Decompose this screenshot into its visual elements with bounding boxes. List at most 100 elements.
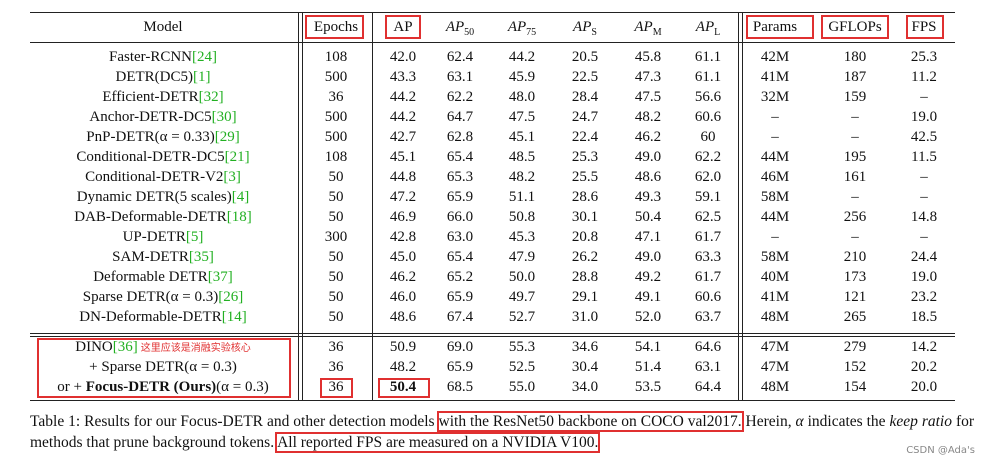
value-cell: 45.1: [508, 129, 536, 145]
value-cell: 36: [328, 379, 344, 395]
value-cell: 152: [843, 359, 867, 375]
value-cell: 63.1: [446, 69, 474, 85]
highlight-box: [305, 15, 364, 39]
value-cell: 22.5: [571, 69, 599, 85]
value-cell: 61.7: [694, 229, 722, 245]
value-cell: 64.6: [694, 339, 722, 355]
value-cell: 500: [324, 69, 348, 85]
value-cell: 256: [843, 209, 867, 225]
model-suffix: (α = 0.3): [216, 379, 269, 395]
caption-text: Table 1: Results for our Focus-DETR and …: [30, 413, 439, 430]
value-cell: 159: [843, 89, 867, 105]
value-cell: 47.9: [508, 249, 536, 265]
value-cell: 62.0: [694, 169, 722, 185]
value-cell: 50.8: [508, 209, 536, 225]
value-cell: 50: [328, 189, 344, 205]
header-cell: AP: [393, 17, 412, 37]
value-cell: –: [920, 89, 928, 105]
citation: [29]: [214, 129, 240, 145]
model-name: Efficient-DETR: [102, 89, 199, 105]
value-cell: 42.7: [389, 129, 417, 145]
value-cell: 52.0: [634, 309, 662, 325]
value-cell: 48M: [760, 379, 790, 395]
value-cell: 279: [843, 339, 867, 355]
value-cell: 48.0: [508, 89, 536, 105]
value-cell: 24.4: [910, 249, 938, 265]
value-cell: 62.5: [694, 209, 722, 225]
value-cell: 14.8: [910, 209, 938, 225]
caption-term: keep ratio: [889, 413, 952, 430]
value-cell: 61.7: [694, 269, 722, 285]
value-cell: 11.2: [911, 69, 937, 85]
value-cell: 46.9: [389, 209, 417, 225]
header-text: Params: [752, 19, 798, 35]
highlight-box: [378, 378, 430, 398]
value-cell: 44M: [760, 209, 790, 225]
value-cell: 47.5: [634, 89, 662, 105]
value-cell: 50.4: [389, 379, 417, 395]
value-cell: 45.1: [389, 149, 417, 165]
value-cell: 63.1: [694, 359, 722, 375]
value-cell: 50: [328, 269, 344, 285]
model-cell: Efficient-DETR[32]: [102, 87, 223, 107]
model-cell: Deformable DETR[37]: [93, 267, 233, 287]
model-cell: Conditional-DETR-V2[3]: [85, 167, 241, 187]
citation: [14]: [221, 309, 247, 325]
value-cell: 55.3: [508, 339, 536, 355]
value-cell: 42.5: [910, 129, 938, 145]
model-cell: DN-Deformable-DETR[14]: [79, 307, 246, 327]
citation: [36]: [112, 339, 138, 355]
value-cell: 26.2: [571, 249, 599, 265]
value-cell: 65.3: [446, 169, 474, 185]
value-cell: 51.1: [508, 189, 536, 205]
caption-highlight: with the ResNet50 backbone on COCO val20…: [436, 411, 744, 432]
value-cell: 28.4: [571, 89, 599, 105]
value-cell: 20.2: [910, 359, 938, 375]
model-name: DN-Deformable-DETR: [79, 309, 222, 325]
value-cell: 11.5: [911, 149, 937, 165]
header-text: AP: [445, 19, 465, 35]
value-cell: 64.4: [694, 379, 722, 395]
model-cell: + Sparse DETR(α = 0.3): [89, 357, 237, 377]
value-cell: 20.0: [910, 379, 938, 395]
value-cell: 32M: [760, 89, 790, 105]
model-cell: PnP-DETR(α = 0.33)[29]: [86, 127, 239, 147]
caption-text: Herein,: [741, 413, 796, 430]
value-cell: 28.8: [571, 269, 599, 285]
value-cell: 43.3: [389, 69, 417, 85]
value-cell: 48.2: [389, 359, 417, 375]
value-cell: 52.7: [508, 309, 536, 325]
value-cell: 36: [328, 359, 344, 375]
value-cell: 34.6: [571, 339, 599, 355]
header-text: AP: [393, 19, 413, 35]
header-text: AP: [695, 19, 715, 35]
header-text: AP: [634, 19, 653, 35]
citation: [18]: [226, 209, 252, 225]
model-name: Deformable DETR: [93, 269, 208, 285]
top-rule: [30, 12, 955, 13]
value-cell: 36: [328, 339, 344, 355]
value-cell: –: [771, 129, 779, 145]
value-cell: 48.5: [508, 149, 536, 165]
value-cell: 61.1: [694, 69, 722, 85]
value-cell: 47.2: [389, 189, 417, 205]
highlight-box: [385, 15, 421, 39]
model-cell: DETR(DC5)[1]: [116, 67, 211, 87]
value-cell: 58M: [760, 189, 790, 205]
value-cell: 63.3: [694, 249, 722, 265]
value-cell: 50: [328, 309, 344, 325]
value-cell: 63.0: [446, 229, 474, 245]
model-name: Sparse DETR(α = 0.3): [82, 289, 219, 305]
value-cell: 154: [843, 379, 867, 395]
header-cell: FPS: [911, 17, 936, 37]
value-cell: 22.4: [571, 129, 599, 145]
value-cell: 20.8: [571, 229, 599, 245]
value-cell: 60: [700, 129, 716, 145]
caption-text: for methods that prune background tokens…: [30, 413, 975, 451]
model-cell: Sparse DETR(α = 0.3)[26]: [83, 287, 243, 307]
value-cell: 60.6: [694, 289, 722, 305]
value-cell: 47.5: [508, 109, 536, 125]
value-cell: 48.6: [634, 169, 662, 185]
value-cell: 42.0: [389, 49, 417, 65]
value-cell: 23.2: [910, 289, 938, 305]
